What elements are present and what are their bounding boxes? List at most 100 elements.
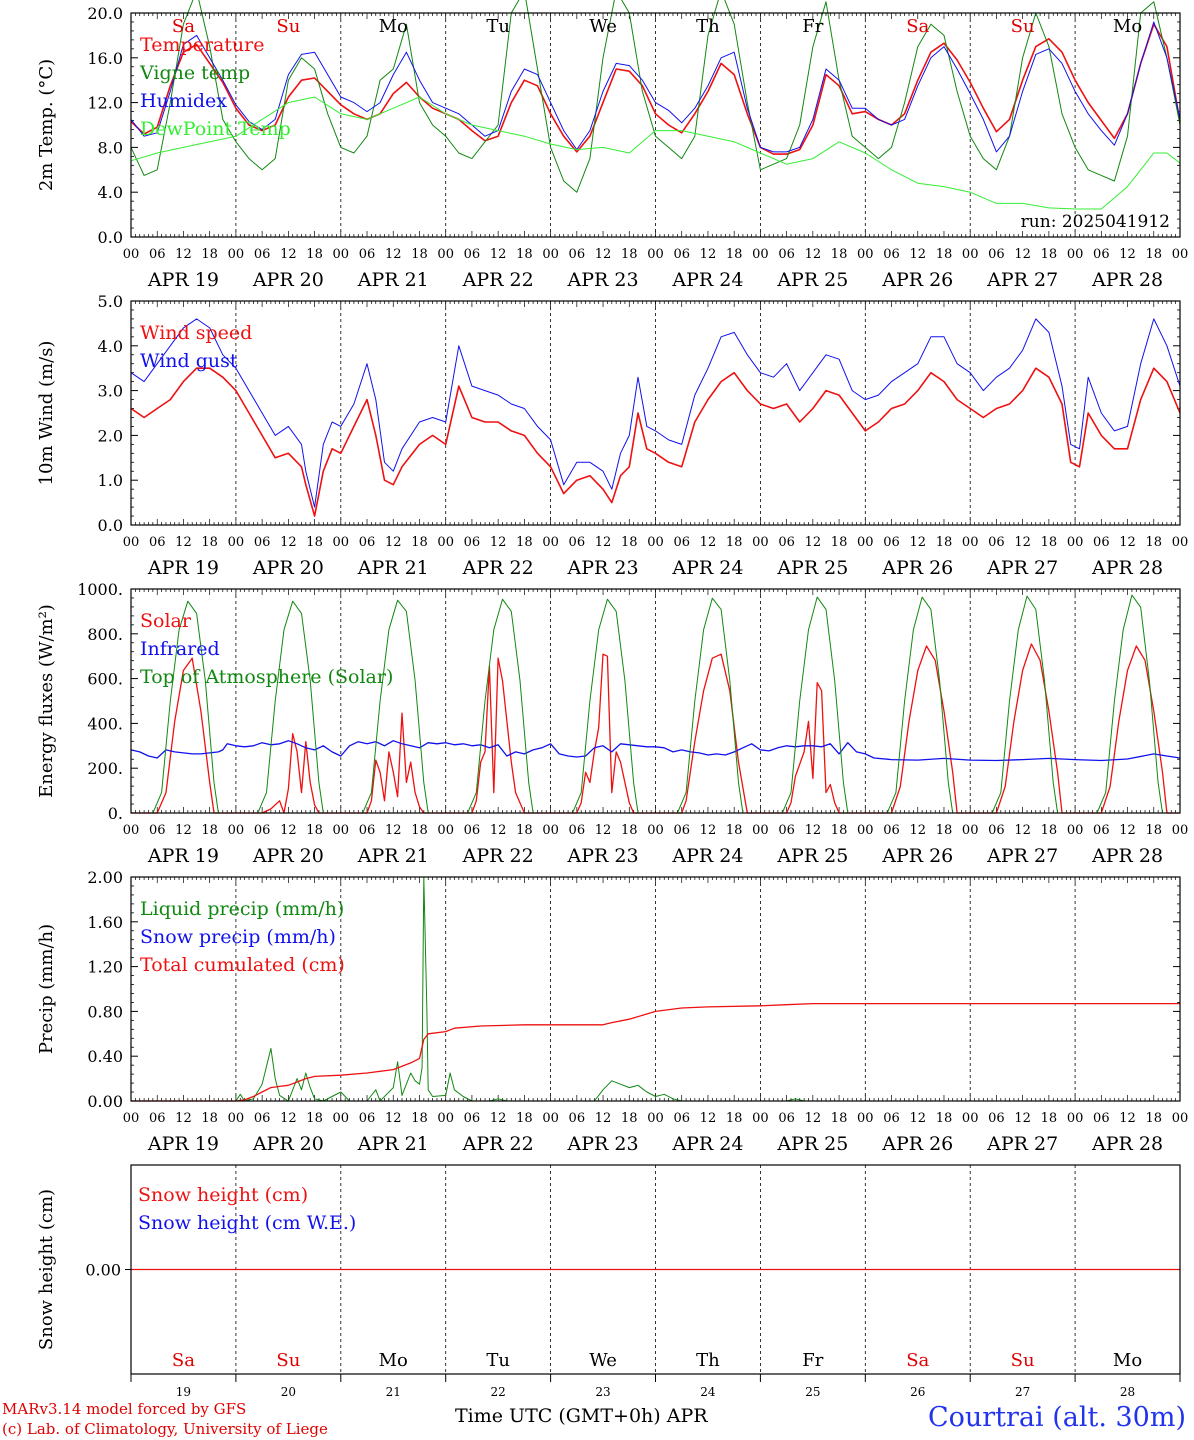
weekday-label: Mo (379, 1350, 408, 1371)
date-label: APR 26 (881, 269, 953, 291)
hour-tick-label: 18 (1146, 535, 1163, 550)
hour-tick-label: 00 (1172, 1111, 1189, 1126)
hour-tick-label: 12 (1119, 823, 1136, 838)
date-label: APR 26 (881, 557, 953, 579)
y-tick-label: 200. (87, 759, 123, 778)
hour-tick-label: 18 (306, 1111, 323, 1126)
hour-tick-label: 12 (1119, 1111, 1136, 1126)
weekday-label: Mo (379, 16, 408, 37)
date-label: APR 22 (462, 1133, 534, 1155)
hour-tick-label: 18 (516, 247, 533, 262)
legend-entry: Humidex (140, 90, 227, 112)
hour-tick-label: 06 (254, 535, 271, 550)
hour-tick-label: 18 (831, 535, 848, 550)
hour-tick-label: 12 (1014, 247, 1031, 262)
hour-tick-label: 12 (909, 823, 926, 838)
legend-entry: Temperature (140, 34, 264, 56)
hour-tick-label: 00 (1172, 535, 1189, 550)
hour-tick-label: 18 (936, 1111, 953, 1126)
date-label: APR 24 (671, 1133, 743, 1155)
hour-tick-label: 00 (542, 247, 559, 262)
hour-tick-label: 12 (280, 535, 297, 550)
hour-tick-label: 00 (228, 247, 245, 262)
hour-tick-label: 06 (359, 823, 376, 838)
panel-5: 0.00 Snow height (cm) Snow height (cm) Snow… (36, 1164, 1181, 1399)
hour-tick-label: 18 (831, 247, 848, 262)
hour-tick-label: 00 (123, 823, 140, 838)
date-label: APR 21 (357, 845, 429, 867)
hour-tick-label: 12 (175, 823, 192, 838)
x-axis-month: APR (666, 1405, 708, 1427)
hour-tick-label: 06 (778, 535, 795, 550)
hour-tick-label: 18 (726, 1111, 743, 1126)
weekday-label: Mo (1113, 16, 1142, 37)
hour-tick-label: 00 (333, 247, 350, 262)
hour-tick-label: 06 (149, 247, 166, 262)
date-label: APR 21 (357, 557, 429, 579)
y-tick-label: 400. (87, 714, 123, 733)
hour-tick-label: 18 (1146, 1111, 1163, 1126)
weekday-label: Sa (172, 1350, 195, 1371)
hour-tick-label: 18 (516, 535, 533, 550)
date-label: APR 28 (1091, 1133, 1163, 1155)
hour-tick-label: 12 (805, 535, 822, 550)
hour-tick-label: 18 (1146, 247, 1163, 262)
weekday-label: Su (1011, 1350, 1035, 1371)
hour-tick-label: 12 (595, 247, 612, 262)
series-line-1 (130, 23, 1181, 155)
hour-tick-label: 12 (909, 1111, 926, 1126)
weekday-label: Su (276, 1350, 300, 1371)
day-number-label: 27 (1015, 1385, 1030, 1399)
hour-tick-label: 06 (149, 823, 166, 838)
hour-tick-label: 18 (1041, 823, 1058, 838)
hour-tick-label: 00 (857, 247, 874, 262)
weekday-label: Th (696, 16, 720, 37)
hour-tick-label: 18 (201, 823, 218, 838)
hour-tick-label: 06 (464, 535, 481, 550)
hour-tick-label: 18 (936, 535, 953, 550)
hour-tick-label: 00 (542, 1111, 559, 1126)
day-number-label: 22 (491, 1385, 506, 1399)
hour-tick-label: 12 (280, 1111, 297, 1126)
hour-tick-label: 18 (411, 1111, 428, 1126)
day-number-label: 24 (700, 1385, 716, 1399)
hour-tick-label: 12 (175, 247, 192, 262)
date-label: APR 26 (881, 1133, 953, 1155)
y-tick-label: 1.0 (98, 471, 123, 490)
hour-tick-label: 12 (1119, 535, 1136, 550)
run-label: run: 2025041912 (1021, 212, 1170, 232)
date-label: APR 24 (671, 845, 743, 867)
legend-entry: Infrared (140, 638, 220, 660)
hour-tick-label: 00 (647, 247, 664, 262)
date-label: APR 23 (567, 557, 639, 579)
hour-tick-label: 00 (1067, 247, 1084, 262)
y-tick-label: 3.0 (98, 382, 123, 401)
hour-tick-label: 06 (254, 823, 271, 838)
hour-tick-label: 12 (700, 535, 717, 550)
hour-tick-label: 18 (306, 823, 323, 838)
hour-tick-label: 12 (175, 1111, 192, 1126)
plot-frame (130, 12, 1181, 238)
hour-tick-label: 00 (1172, 247, 1189, 262)
y-axis-label: Energy fluxes (W/m²) (36, 604, 57, 798)
y-tick-label: 16.0 (87, 49, 123, 68)
y-tick-label: 2.0 (98, 426, 123, 445)
hour-tick-label: 00 (1067, 1111, 1084, 1126)
hour-tick-label: 12 (490, 247, 507, 262)
hour-tick-label: 12 (595, 535, 612, 550)
hour-tick-label: 12 (595, 823, 612, 838)
hour-tick-label: 00 (542, 535, 559, 550)
hour-tick-label: 06 (569, 535, 586, 550)
hour-tick-label: 06 (1093, 247, 1110, 262)
weekday-label: Mo (1113, 1350, 1142, 1371)
y-tick-label: 0.00 (85, 1261, 121, 1280)
hour-tick-label: 12 (490, 535, 507, 550)
y-axis-label: 10m Wind (m/s) (36, 341, 57, 486)
hour-tick-label: 06 (464, 823, 481, 838)
panel-3: 0. 200. 400. 600. 800. 1000. Energy fluxes (W/… (36, 580, 1188, 867)
date-label: APR 19 (147, 1133, 219, 1155)
day-number-label: 26 (910, 1385, 925, 1399)
legend-entry: Snow height (cm W.E.) (138, 1212, 356, 1234)
date-label: APR 19 (147, 269, 219, 291)
credit-line-2: (c) Lab. of Climatology, University of L… (2, 1420, 328, 1438)
